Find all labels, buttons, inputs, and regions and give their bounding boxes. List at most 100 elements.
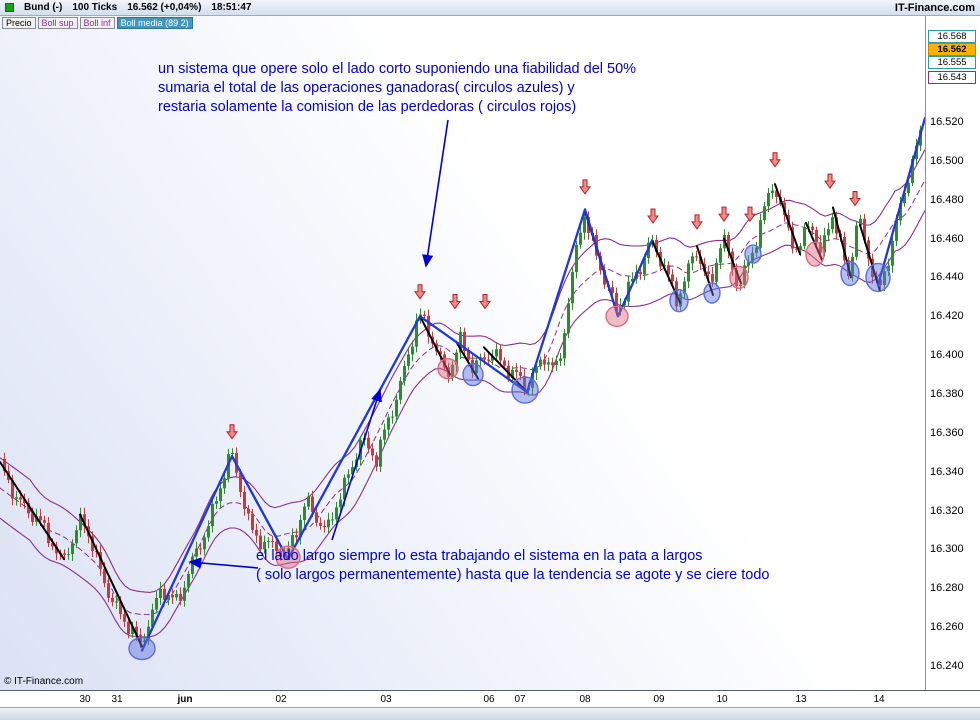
candle-body xyxy=(339,499,342,508)
short-trend-line[interactable] xyxy=(832,206,852,279)
candle-body xyxy=(383,429,386,440)
candle-body xyxy=(743,265,746,285)
trade-circle-win[interactable] xyxy=(744,244,762,264)
long-trend-line[interactable] xyxy=(876,116,925,287)
candle-body xyxy=(855,225,858,257)
price-axis[interactable]: 16.568 16.562 16.555 16.543 16.520 16.500 16.4… xyxy=(925,16,980,690)
short-trend-line[interactable] xyxy=(420,317,451,376)
candle-body xyxy=(103,568,106,584)
short-trend-line[interactable] xyxy=(723,237,742,285)
indicator-tab-boll-inf[interactable]: Boll inf xyxy=(79,17,115,29)
candle-body xyxy=(895,220,898,241)
sell-arrow-icon[interactable] xyxy=(744,206,756,222)
candle-body xyxy=(387,417,390,430)
candle-body xyxy=(179,593,182,601)
candle-body xyxy=(155,598,158,610)
candle-body xyxy=(71,543,74,555)
short-trend-line[interactable] xyxy=(651,239,681,304)
sell-arrow-icon[interactable] xyxy=(769,152,781,168)
short-trend-line[interactable] xyxy=(696,245,714,296)
short-trend-line[interactable] xyxy=(859,224,881,292)
candle-body xyxy=(707,271,710,275)
indicator-tab-boll-media-89-2[interactable]: Boll media (89 2) xyxy=(116,17,193,29)
sell-arrow-icon[interactable] xyxy=(849,191,861,207)
sell-arrow-icon[interactable] xyxy=(226,424,238,440)
short-trend-line[interactable] xyxy=(483,346,528,394)
indicator-tab-precio[interactable]: Precio xyxy=(2,17,36,29)
trade-circle-win[interactable] xyxy=(669,289,689,313)
sell-arrow-icon[interactable] xyxy=(824,173,836,189)
candle-body xyxy=(603,269,606,285)
candle-body xyxy=(123,614,126,622)
bollinger-media-line xyxy=(0,179,925,616)
trade-circle-win[interactable] xyxy=(462,362,484,387)
candle-body xyxy=(63,553,66,555)
candle-body xyxy=(31,513,34,522)
chart-area[interactable]: Precio Boll sup Boll inf Boll media (89 2) … xyxy=(0,16,925,690)
trade-circle-loss[interactable] xyxy=(437,358,459,380)
trade-circle-loss[interactable] xyxy=(275,545,301,569)
candle-body xyxy=(831,217,834,230)
candle-body xyxy=(715,262,718,282)
sell-arrow-icon[interactable] xyxy=(691,214,703,230)
bottom-scrollbar[interactable] xyxy=(0,707,980,720)
candle-body xyxy=(267,541,270,543)
long-trend-line[interactable] xyxy=(140,208,654,652)
candle-body xyxy=(611,287,614,293)
sell-arrow-icon[interactable] xyxy=(479,294,491,310)
trade-circle-win[interactable] xyxy=(840,260,860,287)
annotation-arrow[interactable] xyxy=(188,557,259,569)
quote-box-media: 16.543 xyxy=(928,71,976,84)
price-tick-label: 16.500 xyxy=(930,154,964,167)
candle-body xyxy=(531,372,534,388)
candle-body xyxy=(203,537,206,550)
candle-body xyxy=(323,525,326,528)
price-tick-label: 16.300 xyxy=(930,543,964,556)
candle-body xyxy=(231,453,234,455)
candle-body xyxy=(367,437,370,449)
trade-circle-win[interactable] xyxy=(511,376,539,404)
short-trend-line[interactable] xyxy=(805,222,823,261)
price-chart-canvas[interactable] xyxy=(0,28,925,690)
short-trend-line[interactable] xyxy=(79,513,143,648)
candle-body xyxy=(463,331,466,351)
annotation-arrow[interactable] xyxy=(422,119,449,268)
candle-body xyxy=(795,248,798,250)
candle-body xyxy=(39,516,42,520)
candle-body xyxy=(467,351,470,360)
sell-arrow-icon[interactable] xyxy=(414,284,426,300)
candle-body xyxy=(711,274,714,282)
candle-body xyxy=(883,271,886,285)
short-trend-line[interactable] xyxy=(774,183,801,256)
short-trend-line[interactable] xyxy=(455,340,479,380)
candle-body xyxy=(23,499,26,503)
trade-circle-win[interactable] xyxy=(703,282,721,304)
time-axis[interactable]: 30 31 jun 02 03 06 07 08 09 10 13 14 xyxy=(0,690,980,707)
time-axis-label: 14 xyxy=(873,694,885,705)
candle-body xyxy=(511,369,514,378)
candle-body xyxy=(643,258,646,275)
indicator-tab-boll-sup[interactable]: Boll sup xyxy=(37,17,78,29)
candle-body xyxy=(67,554,70,556)
annotation-arrow[interactable] xyxy=(331,388,382,541)
short-trend-line[interactable] xyxy=(0,461,65,561)
trade-circle-loss[interactable] xyxy=(805,241,825,267)
sell-arrow-icon[interactable] xyxy=(449,294,461,310)
candle-body xyxy=(115,601,118,603)
candle-body xyxy=(551,362,554,366)
sell-arrow-icon[interactable] xyxy=(718,206,730,222)
sell-arrow-icon[interactable] xyxy=(579,179,591,195)
candle-body xyxy=(535,366,538,373)
trade-circle-win[interactable] xyxy=(128,636,156,661)
price-tick-label: 16.360 xyxy=(930,426,964,439)
candle-body xyxy=(583,217,586,233)
trade-circle-loss[interactable] xyxy=(605,305,629,327)
candle-body xyxy=(563,333,566,359)
candle-body xyxy=(547,362,550,365)
trade-circle-win[interactable] xyxy=(865,262,891,293)
sell-arrow-icon[interactable] xyxy=(647,208,659,224)
trade-circle-loss[interactable] xyxy=(729,265,749,290)
candle-body xyxy=(491,356,494,361)
price-tick-label: 16.440 xyxy=(930,271,964,284)
